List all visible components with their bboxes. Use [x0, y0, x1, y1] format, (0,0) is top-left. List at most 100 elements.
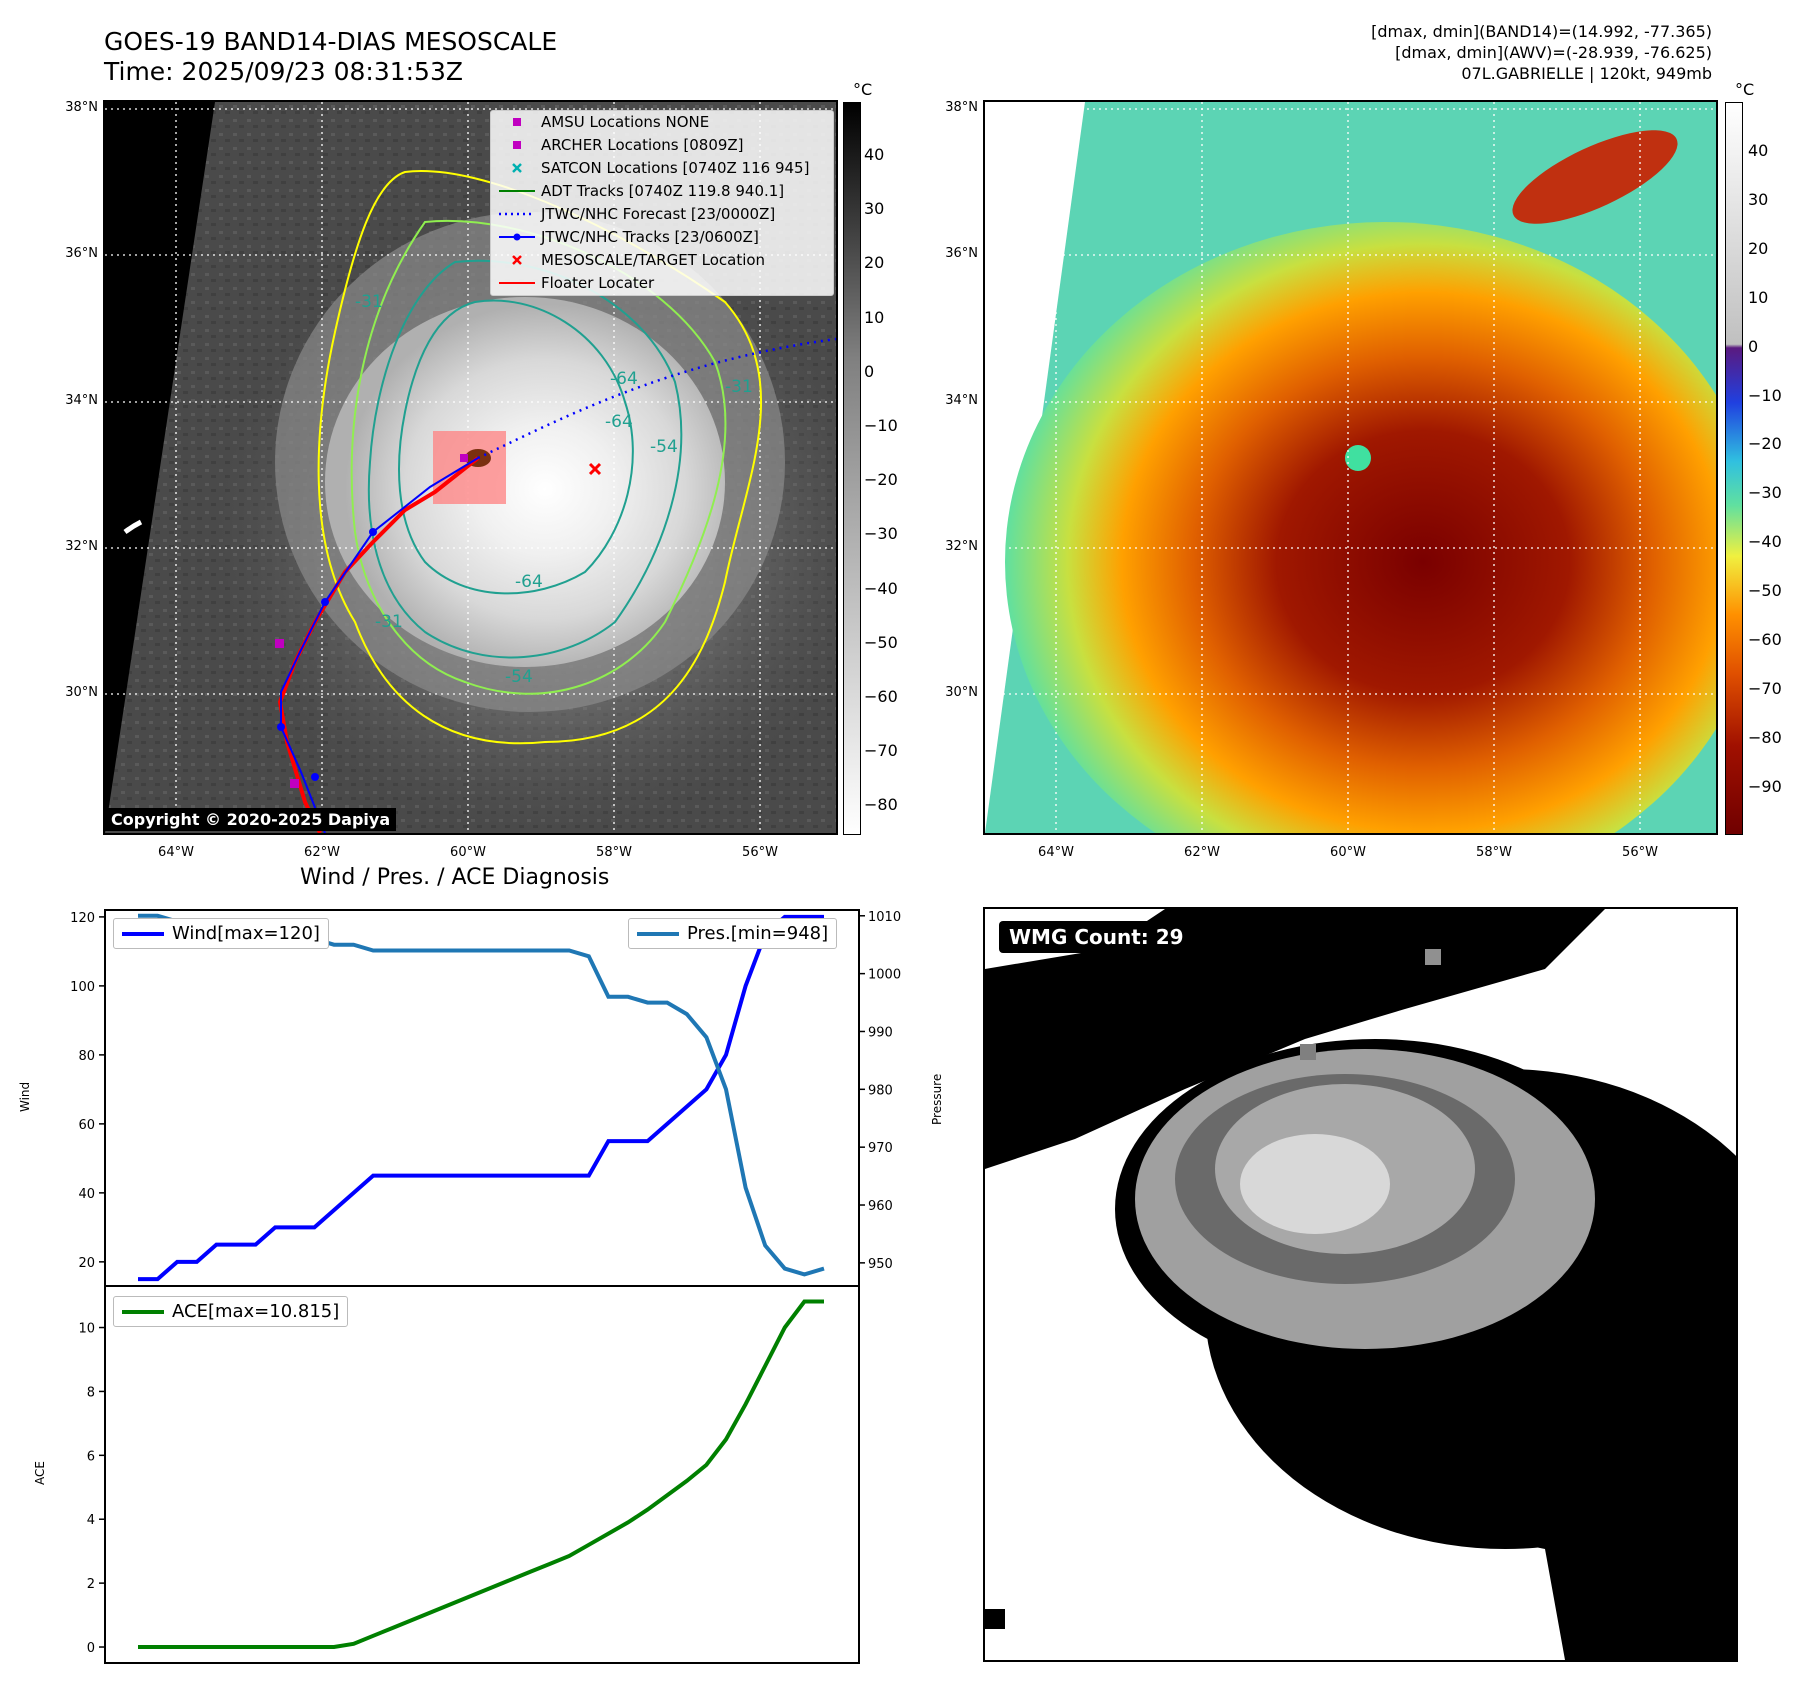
- ace-tick-label: 2: [87, 1577, 95, 1592]
- wv-eye: [1345, 445, 1371, 471]
- wmg-count-badge: WMG Count: 29: [999, 921, 1194, 953]
- lon-tick: 56°W: [742, 845, 778, 860]
- colorbar-tick: −80: [1748, 727, 1782, 747]
- colorbar-tick: 30: [1748, 189, 1769, 209]
- diagnosis-title: Wind / Pres. / ACE Diagnosis: [300, 865, 610, 890]
- contour-label: -64: [610, 369, 638, 389]
- lon-tick: 64°W: [1038, 845, 1074, 860]
- lon-tick: 64°W: [158, 845, 194, 860]
- ace-legend: ACE[max=10.815]: [113, 1296, 349, 1327]
- ace-ylabel: ACE: [33, 1461, 47, 1485]
- colorbar-tick: 10: [864, 307, 885, 327]
- figure-time: Time: 2025/09/23 08:31:53Z: [104, 57, 463, 86]
- ace-plot-frame: [104, 1285, 860, 1664]
- lon-tick: 58°W: [1476, 845, 1512, 860]
- pressure-tick-label: 1010: [868, 910, 901, 925]
- colorbar-tick: 30: [864, 199, 885, 219]
- wind-plot-frame: [104, 909, 860, 1287]
- colorbar-tick: −50: [864, 632, 898, 652]
- pressure-tick-label: 1000: [868, 968, 901, 983]
- lat-tick: 32°N: [945, 539, 978, 554]
- colorbar-tick: −80: [864, 795, 898, 815]
- ace-tick-label: 0: [87, 1641, 95, 1656]
- figure-title: GOES-19 BAND14-DIAS MESOSCALE: [104, 27, 558, 56]
- wind-legend: Wind[max=120]: [113, 918, 329, 949]
- wind-tick-label: 100: [70, 980, 95, 995]
- wv-map-panel: [983, 100, 1718, 835]
- pressure-tick-label: 970: [868, 1141, 893, 1156]
- colorbar-tick: 0: [1748, 336, 1759, 356]
- lon-tick: 60°W: [1330, 845, 1366, 860]
- wind-legend-label: Wind[max=120]: [172, 923, 320, 944]
- pressure-tick-label: 960: [868, 1199, 893, 1214]
- lat-tick: 32°N: [65, 539, 98, 554]
- colorbar-tick: −90: [1748, 776, 1782, 796]
- wv-colorbar: [1725, 102, 1743, 835]
- map-legend: AMSU Locations NONE ARCHER Locations [08…: [490, 110, 834, 296]
- ir-colorbar: [843, 102, 861, 835]
- jtwc-track: [280, 457, 479, 833]
- wv-gridlines: [985, 102, 1716, 833]
- ace-tick-label: 8: [87, 1385, 95, 1400]
- lon-tick: 56°W: [1622, 845, 1658, 860]
- lon-tick: 58°W: [596, 845, 632, 860]
- contour-label: -64: [515, 572, 543, 592]
- pressure-tick-label: 980: [868, 1083, 893, 1098]
- colorbar-tick: −10: [864, 416, 898, 435]
- wv-colorbar-unit: °C: [1735, 80, 1755, 99]
- forecast-track: [477, 337, 836, 460]
- colorbar-tick: 0: [864, 361, 875, 381]
- ace-legend-label: ACE[max=10.815]: [172, 1301, 340, 1322]
- dmax-awv: [dmax, dmin](AWV)=(-28.939, -76.625): [1395, 43, 1712, 62]
- pressure-tick-label: 990: [868, 1025, 893, 1040]
- colorbar-tick: −50: [1748, 581, 1782, 601]
- pressure-series-line: [138, 913, 825, 1277]
- contour-label: -31: [355, 292, 383, 312]
- colorbar-tick: −40: [1748, 532, 1782, 552]
- wv-map-svg: [985, 102, 1716, 833]
- wind-tick-label: 60: [78, 1118, 95, 1133]
- wmg-panel: WMG Count: 29: [983, 907, 1738, 1662]
- ace-tick-label: 4: [87, 1513, 95, 1528]
- lat-tick: 36°N: [945, 246, 978, 261]
- lon-tick: 62°W: [1184, 845, 1220, 860]
- colorbar-tick: −40: [864, 578, 898, 598]
- contour-label: -54: [650, 437, 678, 457]
- ace-tick-label: 6: [87, 1449, 95, 1464]
- colorbar-tick: −20: [864, 470, 898, 490]
- colorbar-tick: 10: [1748, 287, 1769, 307]
- legend-floater: Floater Locater: [499, 274, 655, 292]
- diagnosis-chart-svg: 20 40 60 80 100 120 950 960 970 980 990 1000 1010 0…: [70, 909, 901, 1664]
- pressure-tick-label: 950: [868, 1257, 893, 1272]
- pressure-ylabel: Pressure: [930, 1073, 944, 1125]
- colorbar-tick: 20: [864, 253, 885, 273]
- colorbar-tick: −60: [1748, 630, 1782, 649]
- legend-archer: ARCHER Locations [0809Z]: [491, 134, 833, 157]
- ir-nodata-region: [105, 102, 215, 833]
- wind-legend-swatch: [122, 932, 164, 936]
- lat-tick: 38°N: [65, 100, 98, 115]
- ace-legend-swatch: [122, 1310, 164, 1314]
- mesoscale-target-box: [433, 431, 506, 504]
- lat-tick: 36°N: [65, 246, 98, 261]
- colorbar-tick: −10: [1748, 385, 1782, 405]
- pressure-legend-swatch: [637, 932, 679, 936]
- colorbar-tick: 40: [864, 145, 885, 164]
- pressure-legend: Pres.[min=948]: [628, 918, 838, 949]
- wind-tick-label: 20: [78, 1256, 95, 1271]
- contour-label: -64: [605, 412, 633, 432]
- dmax-band14: [dmax, dmin](BAND14)=(14.992, -77.365): [1371, 22, 1712, 41]
- wind-tick-label: 120: [70, 911, 95, 926]
- colorbar-tick: −30: [1748, 483, 1782, 503]
- lat-tick: 34°N: [945, 393, 978, 408]
- colorbar-tick: 40: [1748, 141, 1769, 160]
- ace-tick-label: 10: [78, 1322, 95, 1337]
- wind-tick-label: 80: [78, 1049, 95, 1064]
- wmg-svg: [985, 909, 1736, 1660]
- lat-tick: 38°N: [945, 100, 978, 115]
- contour-label: -54: [505, 667, 533, 687]
- ir-map-panel: -31 -64 -64 -54 -64 -31 -31 -54 AMSU Loc…: [103, 100, 838, 835]
- ir-colorbar-unit: °C: [853, 80, 873, 99]
- colorbar-tick: −70: [864, 741, 898, 761]
- legend-jtwc: JTWC/NHC Tracks [23/0600Z]: [491, 226, 833, 249]
